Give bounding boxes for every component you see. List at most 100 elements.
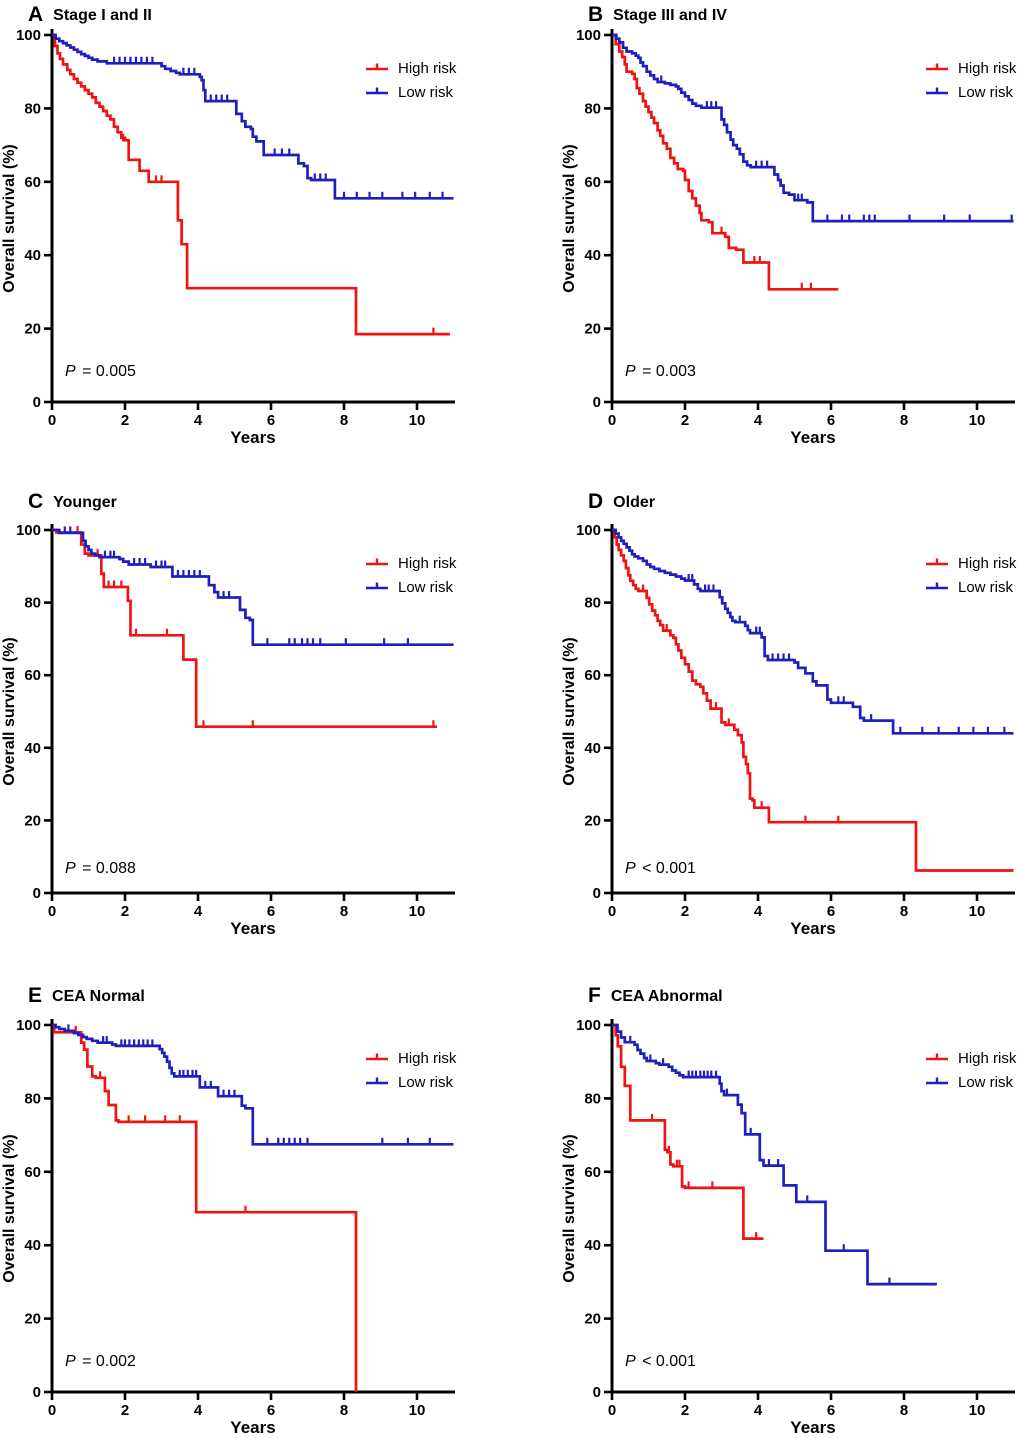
- svg-text:80: 80: [584, 100, 601, 117]
- km-chart-f: 0 20 40 60 80 100 0 2 4 6 8 10 Years Overall survival…: [561, 1017, 1015, 1437]
- svg-text:20: 20: [584, 321, 601, 338]
- svg-text:8: 8: [340, 903, 348, 920]
- p-symbol: P: [65, 1353, 76, 1370]
- svg-text:0: 0: [33, 1384, 41, 1401]
- p-symbol: P: [625, 860, 636, 877]
- svg-text:100: 100: [576, 27, 601, 44]
- svg-text:40: 40: [24, 1237, 41, 1254]
- legend: High risk Low risk: [925, 555, 1016, 595]
- p-value-text: = 0.003: [637, 363, 696, 380]
- svg-text:6: 6: [827, 412, 835, 429]
- km-chart-a: 0 20 40 60 80 100 0 2 4 6 8 10 Years Overall survival…: [1, 27, 455, 447]
- p-value: P = 0.088: [65, 860, 136, 878]
- panel-a: 0 20 40 60 80 100 0 2 4 6 8 10 Years Overall survival…: [0, 0, 510, 479]
- panel-title-text: CEA Abnormal: [610, 988, 723, 1005]
- svg-text:60: 60: [24, 667, 41, 684]
- svg-text:20: 20: [584, 812, 601, 829]
- legend: High risk Low risk: [365, 1050, 456, 1090]
- svg-text:6: 6: [827, 1402, 835, 1419]
- svg-text:20: 20: [24, 812, 41, 829]
- svg-text:6: 6: [267, 412, 275, 429]
- panel-e: 0 20 40 60 80 100 0 2 4 6 8 10 Years Overall survival…: [0, 958, 510, 1438]
- panel-letter: E: [28, 984, 43, 1007]
- svg-text:2: 2: [121, 412, 129, 429]
- svg-text:60: 60: [584, 174, 601, 191]
- svg-text:Overall survival (%): Overall survival (%): [561, 637, 578, 786]
- p-value-text: < 0.001: [637, 860, 696, 877]
- svg-text:2: 2: [121, 903, 129, 920]
- panel-letter: B: [588, 3, 604, 26]
- panel-title: C Younger: [28, 491, 117, 512]
- svg-text:80: 80: [584, 595, 601, 612]
- legend-label-high-risk: High risk: [958, 59, 1017, 77]
- svg-text:4: 4: [754, 1402, 763, 1419]
- high-risk-line-icon: [926, 63, 948, 71]
- legend-item-high-risk: High risk: [365, 60, 456, 76]
- legend-label-high-risk: High risk: [398, 59, 457, 77]
- svg-text:2: 2: [681, 412, 689, 429]
- svg-text:0: 0: [48, 412, 56, 429]
- svg-text:2: 2: [681, 903, 689, 920]
- svg-text:Years: Years: [230, 919, 275, 938]
- p-symbol: P: [625, 1353, 636, 1370]
- svg-text:100: 100: [576, 522, 601, 539]
- legend-label-high-risk: High risk: [398, 1049, 457, 1067]
- svg-text:8: 8: [900, 1402, 908, 1419]
- high-risk-line-icon: [366, 63, 388, 71]
- svg-text:4: 4: [194, 1402, 203, 1419]
- svg-text:80: 80: [24, 1090, 41, 1107]
- svg-text:60: 60: [584, 1164, 601, 1181]
- svg-text:0: 0: [33, 394, 41, 411]
- legend-label-low-risk: Low risk: [398, 83, 454, 101]
- svg-text:Overall survival (%): Overall survival (%): [561, 1134, 578, 1283]
- svg-text:Overall survival (%): Overall survival (%): [1, 1134, 18, 1283]
- legend: High risk Low risk: [365, 60, 456, 100]
- svg-text:10: 10: [969, 903, 986, 920]
- panel-title: F CEA Abnormal: [588, 985, 723, 1006]
- svg-text:40: 40: [584, 740, 601, 757]
- svg-text:2: 2: [681, 1402, 689, 1419]
- legend-item-low-risk: Low risk: [925, 579, 1016, 595]
- svg-text:Years: Years: [790, 919, 835, 938]
- high-risk-line-icon: [926, 558, 948, 566]
- legend-label-low-risk: Low risk: [958, 1073, 1014, 1091]
- high-risk-line-icon: [366, 558, 388, 566]
- panel-title: D Older: [588, 491, 655, 512]
- legend-item-high-risk: High risk: [925, 555, 1016, 571]
- legend-label-high-risk: High risk: [958, 1049, 1017, 1067]
- km-chart-d: 0 20 40 60 80 100 0 2 4 6 8 10 Years Overall survival…: [561, 522, 1015, 938]
- legend-item-low-risk: Low risk: [365, 84, 456, 100]
- panel-letter: A: [28, 3, 44, 26]
- panel-letter: F: [588, 984, 601, 1007]
- svg-text:0: 0: [593, 1384, 601, 1401]
- svg-text:8: 8: [340, 1402, 348, 1419]
- svg-text:60: 60: [584, 667, 601, 684]
- legend: High risk Low risk: [925, 1050, 1016, 1090]
- p-symbol: P: [625, 363, 636, 380]
- p-value: P = 0.003: [625, 363, 696, 381]
- legend-item-high-risk: High risk: [925, 60, 1016, 76]
- svg-text:Years: Years: [790, 428, 835, 447]
- svg-text:20: 20: [24, 1311, 41, 1328]
- svg-text:6: 6: [267, 903, 275, 920]
- svg-text:4: 4: [194, 903, 203, 920]
- svg-text:20: 20: [584, 1311, 601, 1328]
- legend: High risk Low risk: [365, 555, 456, 595]
- panel-title-text: CEA Normal: [52, 988, 145, 1005]
- panel-b: 0 20 40 60 80 100 0 2 4 6 8 10 Years Overall survival…: [510, 0, 1020, 479]
- svg-text:8: 8: [340, 412, 348, 429]
- low-risk-line-icon: [926, 1077, 948, 1085]
- panel-title-text: Stage I and II: [53, 7, 152, 24]
- svg-text:0: 0: [608, 1402, 616, 1419]
- legend-item-low-risk: Low risk: [365, 579, 456, 595]
- low-risk-line-icon: [926, 582, 948, 590]
- svg-text:4: 4: [754, 412, 763, 429]
- svg-text:Years: Years: [230, 1418, 275, 1437]
- legend: High risk Low risk: [925, 60, 1016, 100]
- svg-text:Years: Years: [790, 1418, 835, 1437]
- panel-title-text: Stage III and IV: [613, 7, 727, 24]
- svg-text:10: 10: [409, 1402, 426, 1419]
- km-chart-e: 0 20 40 60 80 100 0 2 4 6 8 10 Years Overall survival…: [1, 1017, 455, 1437]
- high-risk-line-icon: [366, 1053, 388, 1061]
- svg-text:40: 40: [584, 247, 601, 264]
